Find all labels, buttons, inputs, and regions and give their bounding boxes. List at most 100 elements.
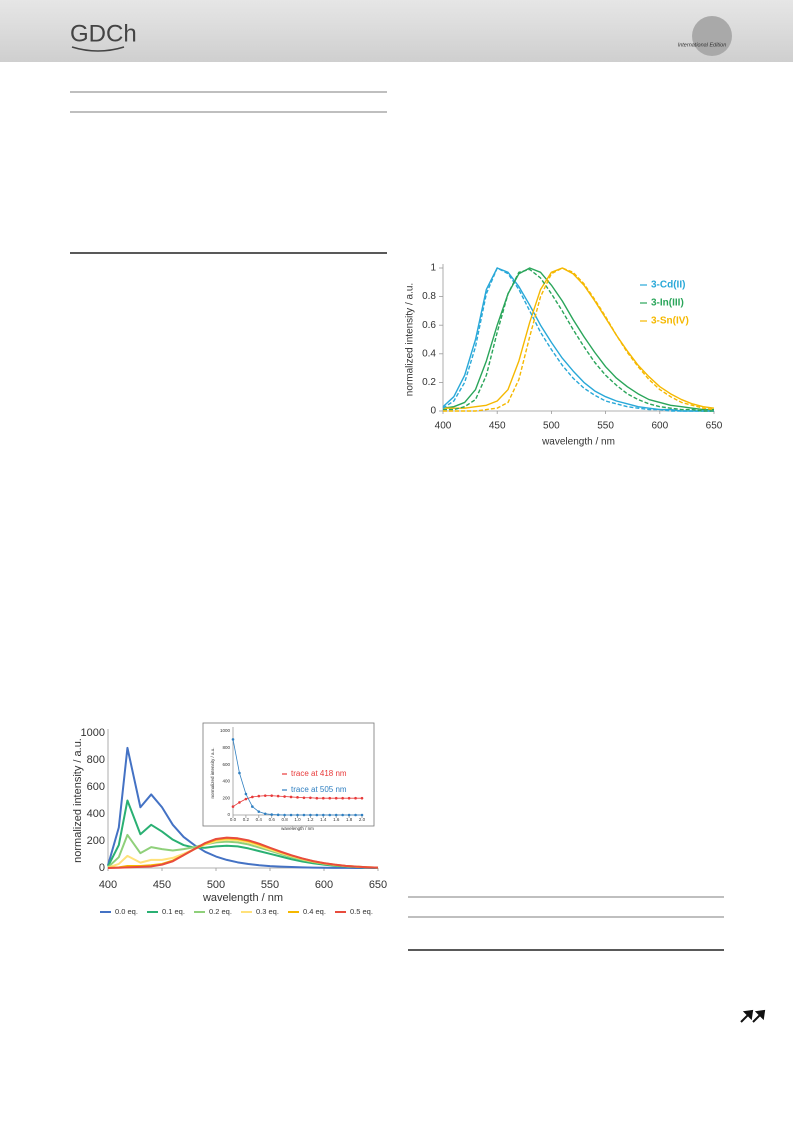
x-tick-label: 600: [651, 421, 668, 432]
legend-label: 0.1 eq.: [162, 907, 185, 916]
x-tick-label: 0.6: [269, 817, 276, 822]
marker: [328, 796, 332, 800]
marker: [334, 813, 338, 817]
marker: [347, 796, 351, 800]
edition-badge: [692, 16, 732, 56]
marker: [315, 813, 319, 817]
x-tick-label: 1.6: [333, 817, 340, 822]
legend-label: 3-In(III): [651, 298, 684, 309]
marker: [334, 796, 338, 800]
y-tick-label: 0.8: [422, 291, 436, 302]
x-tick-label: 650: [369, 879, 387, 891]
legend-label: trace at 505 nm: [291, 785, 347, 794]
legend-label: 0.2 eq.: [209, 907, 232, 916]
x-tick-label: 0.2: [243, 817, 250, 822]
marker: [251, 795, 254, 799]
marker: [238, 801, 241, 804]
marker: [231, 805, 235, 808]
x-tick-label: 450: [489, 421, 506, 432]
marker: [276, 794, 280, 798]
y-tick-label: 0.6: [422, 320, 436, 331]
y-tick-label: 800: [87, 754, 105, 766]
marker: [289, 813, 293, 817]
logo-swoosh: [71, 46, 125, 52]
x-tick-label: 2.0: [359, 817, 366, 822]
legend-label: 0.4 eq.: [303, 907, 326, 916]
marker: [302, 813, 306, 817]
x-tick-label: 1.8: [346, 817, 353, 822]
marker: [360, 813, 364, 817]
marker: [309, 813, 312, 817]
x-tick-label: 450: [153, 879, 171, 891]
series-line: [107, 746, 378, 869]
legend-label: trace at 418 nm: [291, 769, 347, 778]
y-tick-label: 0: [99, 862, 105, 874]
x-tick-label: 1.2: [307, 817, 314, 822]
header-bar: [0, 0, 793, 62]
x-tick-label: 1.0: [294, 817, 301, 822]
x-tick-label: 0.0: [230, 817, 237, 822]
marker: [283, 813, 286, 817]
y-tick-label: 200: [87, 835, 105, 847]
series-line: [442, 267, 714, 412]
y-tick-label: 0: [227, 812, 230, 817]
y-tick-label: 0: [430, 406, 436, 417]
marker: [322, 796, 325, 800]
legend-label: 0.5 eq.: [350, 907, 373, 916]
series-line: [443, 267, 715, 409]
y-tick-label: 400: [222, 779, 230, 784]
marker: [328, 813, 332, 817]
series-line: [442, 267, 714, 412]
marker: [257, 794, 261, 798]
y-tick-label: 0.2: [422, 377, 436, 388]
y-axis-title: normalized intensity / a.u.: [210, 747, 215, 798]
series-line: [442, 267, 714, 411]
marker: [276, 813, 280, 817]
marker: [347, 813, 351, 817]
marker: [283, 795, 286, 798]
y-tick-label: 800: [222, 745, 230, 750]
y-axis-title: normalized intensity / a.u.: [405, 283, 416, 396]
x-tick-label: 600: [315, 879, 333, 891]
logo: GDCh: [70, 20, 137, 47]
marker: [315, 796, 319, 800]
marker: [354, 813, 357, 817]
x-tick-label: 550: [597, 421, 614, 432]
x-tick-label: 0.4: [256, 817, 263, 822]
y-tick-label: 400: [87, 808, 105, 820]
marker: [263, 812, 267, 816]
marker: [296, 796, 299, 799]
legend-label: 0.3 eq.: [256, 907, 279, 916]
marker: [322, 813, 325, 817]
inset-frame: [202, 722, 375, 827]
x-axis-title: wavelength / nm: [281, 826, 314, 831]
rules: [70, 91, 724, 951]
marker: [231, 738, 235, 741]
marker: [296, 813, 299, 817]
marker: [263, 794, 267, 797]
arrow-head: [754, 1009, 766, 1021]
y-tick-label: 600: [87, 781, 105, 793]
x-axis-title: wavelength / nm: [541, 437, 615, 448]
y-tick-label: 200: [222, 795, 230, 800]
marker: [251, 805, 254, 808]
marker: [360, 796, 364, 800]
legend-label: 3-Cd(II): [651, 280, 685, 291]
y-tick-label: 600: [222, 762, 230, 767]
marker: [244, 797, 248, 801]
marker: [257, 810, 261, 813]
x-tick-label: 650: [706, 421, 723, 432]
y-tick-label: 1: [430, 263, 436, 274]
marker: [244, 792, 248, 796]
x-tick-label: 400: [435, 421, 452, 432]
marker: [270, 813, 274, 816]
marker: [302, 796, 306, 800]
y-tick-label: 1000: [220, 728, 231, 733]
next-page-arrows: [740, 1009, 766, 1023]
series-line: [443, 268, 714, 412]
x-tick-label: 500: [207, 879, 225, 891]
marker: [354, 796, 357, 800]
x-axis-title: wavelength / nm: [202, 892, 283, 904]
